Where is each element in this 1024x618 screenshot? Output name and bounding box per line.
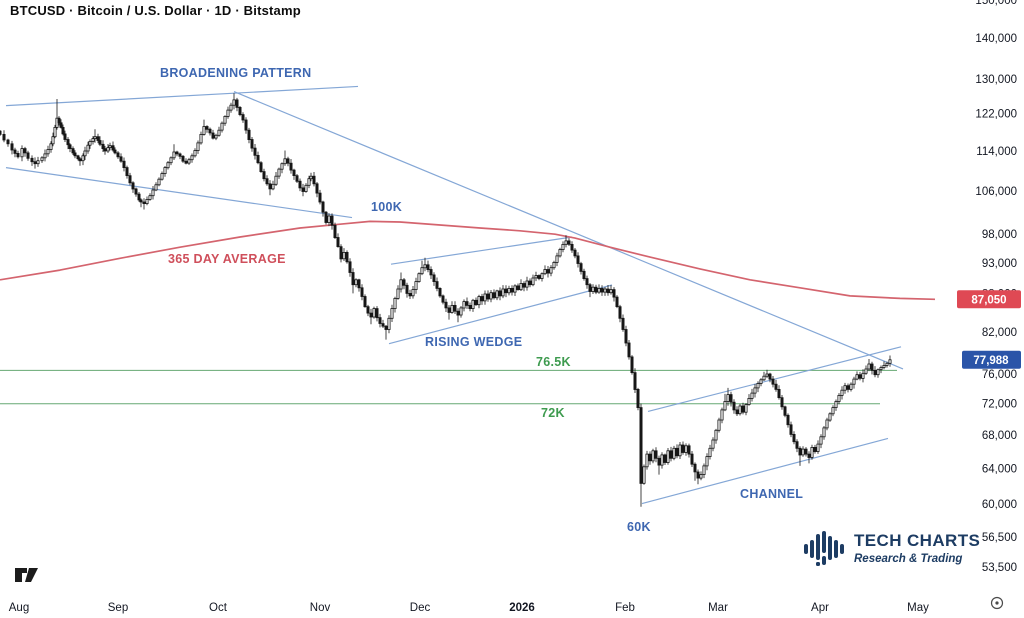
- trendlines: [5, 85, 904, 505]
- time-axis-label: Aug: [9, 602, 29, 614]
- ma-value-badge: 87,050: [957, 290, 1021, 309]
- trendline-broadening-lower: [5, 167, 353, 219]
- price-axis-label: 56,500: [982, 532, 1017, 544]
- price-axis-label: 93,000: [982, 258, 1017, 270]
- time-axis-label: Nov: [310, 602, 331, 614]
- time-axis-label: 2026: [509, 602, 535, 614]
- tradingview-logo[interactable]: [13, 565, 43, 590]
- time-axis-label: Dec: [410, 602, 431, 614]
- trendline-rising-wedge-upper: [390, 236, 573, 265]
- price-axis-label: 140,000: [975, 33, 1017, 45]
- price-axis-label: 150,000: [975, 0, 1017, 7]
- time-axis-label: Mar: [708, 602, 728, 614]
- price-axis-label: 82,000: [982, 327, 1017, 339]
- price-axis-label: 60,000: [982, 499, 1017, 511]
- time-axis[interactable]: Aug Sep Oct Nov Dec 2026 Feb Mar Apr May: [9, 602, 929, 614]
- trendline-channel-lower: [641, 437, 889, 505]
- price-axis-label: 98,000: [982, 229, 1017, 241]
- price-axis-label: 68,000: [982, 430, 1017, 442]
- trendline-rising-wedge-lower: [388, 284, 613, 345]
- annotation-label: 365 DAY AVERAGE: [168, 252, 286, 266]
- techcharts-tagline: Research & Trading: [854, 553, 963, 566]
- time-axis-label: Feb: [615, 602, 635, 614]
- price-axis-label: 130,000: [975, 74, 1017, 86]
- annotation-label: CHANNEL: [740, 487, 803, 501]
- annotation-label: 60K: [627, 520, 651, 534]
- candlestick-series: [0, 93, 892, 507]
- price-scale-settings-icon[interactable]: [990, 596, 1004, 610]
- time-axis-label: May: [907, 602, 929, 614]
- price-axis-label: 122,000: [975, 109, 1017, 121]
- price-axis-label: 76,000: [982, 369, 1017, 381]
- price-axis-label: 64,000: [982, 464, 1017, 476]
- svg-text:87,050: 87,050: [971, 294, 1006, 306]
- time-axis-label: Sep: [108, 602, 128, 614]
- last-price-badge: 77,988: [962, 350, 1021, 369]
- symbol-title[interactable]: BTCUSD · Bitcoin / U.S. Dollar · 1D · Bi…: [10, 3, 301, 18]
- support-levels: [0, 369, 897, 405]
- tradingview-icon: [15, 568, 38, 582]
- price-axis[interactable]: 150,000 140,000 130,000 122,000 114,000 106,0…: [975, 0, 1017, 574]
- price-axis-label: 53,500: [982, 562, 1017, 574]
- techcharts-logo: TECH CHARTS Research & Trading: [803, 530, 980, 568]
- annotation-label: RISING WEDGE: [425, 335, 522, 349]
- time-axis-label: Apr: [811, 602, 829, 614]
- trendline-descending-resistance: [233, 91, 904, 370]
- annotation-label: 100K: [371, 200, 402, 214]
- annotation-label: 72K: [541, 406, 565, 420]
- ma-365-line: [0, 220, 936, 301]
- time-axis-label: Oct: [209, 602, 228, 614]
- price-axis-label: 106,000: [975, 186, 1017, 198]
- price-axis-label: 114,000: [976, 146, 1017, 158]
- chart-annotations: BROADENING PATTERN 100K 365 DAY AVERAGE RIS…: [160, 66, 803, 534]
- techcharts-bars-icon: [804, 531, 844, 566]
- annotation-label: 76.5K: [536, 355, 571, 369]
- price-axis-label: 72,000: [982, 399, 1017, 411]
- techcharts-name: TECH CHARTS: [854, 531, 981, 551]
- trendline-broadening-upper: [5, 85, 359, 107]
- annotation-label: BROADENING PATTERN: [160, 66, 311, 80]
- svg-text:77,988: 77,988: [973, 355, 1009, 367]
